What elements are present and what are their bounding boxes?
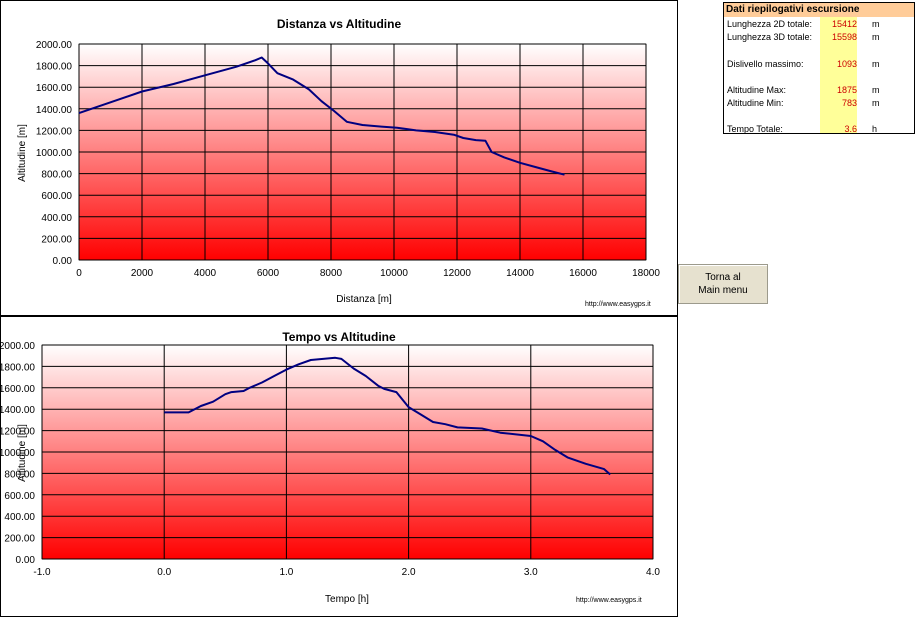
y-tick-label: 1400.00 [36, 105, 73, 116]
summary-value: 1875 [836, 85, 857, 95]
summary-unit: m [872, 32, 880, 42]
summary-row: Tempo Totale: 3.6 h [724, 123, 914, 135]
y-tick-label: 1800.00 [36, 62, 73, 73]
y-tick-label: 200.00 [41, 234, 72, 245]
summary-label: Lunghezza 3D totale: [727, 32, 813, 42]
summary-unit: h [872, 124, 878, 134]
y-tick-label: 600.00 [41, 191, 72, 202]
summary-value: 15598 [831, 32, 857, 42]
x-tick-label: 0 [76, 268, 82, 279]
summary-table: Dati riepilogativi escursione Lunghezza … [723, 2, 915, 134]
summary-row: Altitudine Max: 1875 m [724, 84, 914, 96]
x-tick-label: 8000 [320, 268, 343, 279]
x-tick-label: 14000 [506, 268, 534, 279]
y-tick-label: 1200.00 [36, 126, 73, 137]
y-tick-label: 2000.00 [1, 341, 35, 352]
y-tick-label: 600.00 [4, 491, 35, 502]
main-menu-button[interactable]: Torna al Main menu [678, 264, 768, 304]
x-tick-label: 18000 [632, 268, 660, 279]
summary-value-column [820, 17, 857, 133]
summary-label: Altitudine Min: [727, 98, 784, 108]
y-tick-label: 0.00 [16, 555, 36, 566]
summary-value: 3.6 [844, 124, 857, 134]
x-tick-label: 4000 [194, 268, 217, 279]
y-tick-label: 400.00 [4, 512, 35, 523]
y-tick-label: 2000.00 [36, 40, 73, 51]
y-tick-label: 400.00 [41, 213, 72, 224]
y-tick-label: 1000.00 [1, 448, 35, 459]
chart-title: Distanza vs Altitudine [277, 17, 402, 31]
distance-altitude-chart: Distanza vs Altitudine Distanza [m] Alti… [0, 0, 678, 316]
x-tick-label: 4.0 [646, 567, 660, 578]
y-tick-label: 1600.00 [36, 83, 73, 94]
summary-value: 15412 [831, 19, 857, 29]
chart-title: Tempo vs Altitudine [282, 330, 396, 344]
summary-unit: m [872, 59, 880, 69]
x-tick-label: 6000 [257, 268, 280, 279]
summary-value: 783 [841, 98, 857, 108]
x-tick-label: 0.0 [157, 567, 171, 578]
y-tick-label: 1800.00 [1, 362, 35, 373]
y-tick-label: 1000.00 [36, 148, 73, 159]
x-tick-label: 12000 [443, 268, 471, 279]
summary-unit: m [872, 85, 880, 95]
summary-unit: m [872, 98, 880, 108]
summary-row: Dislivello massimo: 1093 m [724, 58, 914, 70]
credit-text: http://www.easygps.it [585, 301, 651, 308]
summary-unit: m [872, 19, 880, 29]
y-tick-label: 800.00 [4, 469, 35, 480]
y-tick-label: 1200.00 [1, 427, 35, 438]
x-tick-label: 1.0 [279, 567, 293, 578]
x-tick-label: -1.0 [33, 567, 51, 578]
time-altitude-chart: Tempo vs Altitudine Tempo [h] Altitudine… [0, 316, 678, 617]
y-axis-label: Altitudine [m] [17, 124, 28, 182]
y-tick-label: 1600.00 [1, 384, 35, 395]
summary-label: Lunghezza 2D totale: [727, 19, 813, 29]
altitude-series-line [78, 56, 565, 176]
y-tick-label: 0.00 [53, 256, 73, 267]
y-tick-label: 800.00 [41, 170, 72, 181]
x-tick-label: 2.0 [402, 567, 416, 578]
distance-altitude-chart-svg: Distanza vs Altitudine Distanza [m] Alti… [17, 17, 660, 308]
y-tick-label: 200.00 [4, 534, 35, 545]
x-tick-label: 2000 [131, 268, 154, 279]
summary-label: Tempo Totale: [727, 124, 783, 134]
x-tick-label: 10000 [380, 268, 408, 279]
summary-title: Dati riepilogativi escursione [724, 3, 914, 17]
x-axis-label: Tempo [h] [325, 594, 369, 605]
credit-text: http://www.easygps.it [576, 597, 642, 604]
summary-label: Dislivello massimo: [727, 59, 804, 69]
main-menu-button-label-line2: Main menu [698, 285, 748, 296]
summary-value: 1093 [836, 59, 857, 69]
y-axis-label: Altitudine [m] [17, 424, 28, 482]
y-tick-label: 1400.00 [1, 405, 35, 416]
x-axis-label: Distanza [m] [336, 294, 392, 305]
x-tick-label: 16000 [569, 268, 597, 279]
summary-row: Altitudine Min: 783 m [724, 97, 914, 109]
time-altitude-chart-svg: Tempo vs Altitudine Tempo [h] Altitudine… [0, 330, 660, 605]
summary-row: Lunghezza 2D totale: 15412 m [724, 18, 914, 30]
summary-label: Altitudine Max: [727, 85, 787, 95]
main-menu-button-label-line1: Torna al [705, 272, 741, 283]
x-tick-label: 3.0 [524, 567, 538, 578]
summary-row: Lunghezza 3D totale: 15598 m [724, 31, 914, 43]
altitude-series-line [164, 356, 611, 476]
